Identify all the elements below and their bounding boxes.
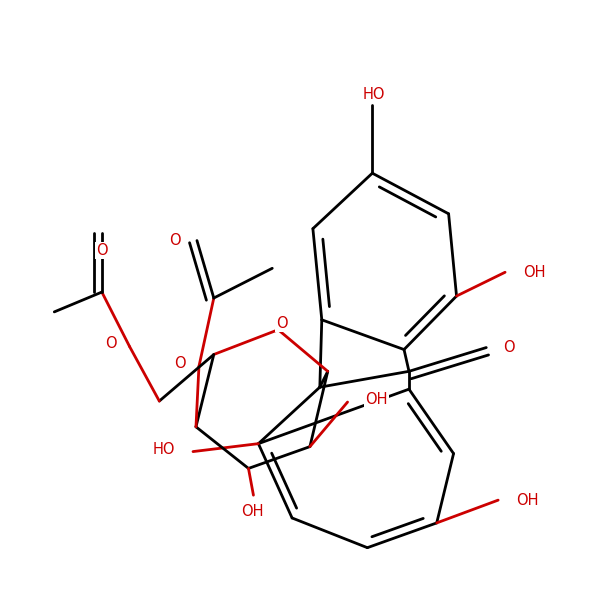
Text: O: O [503, 340, 515, 355]
Text: OH: OH [241, 504, 263, 519]
Text: HO: HO [152, 442, 175, 457]
Text: O: O [105, 336, 116, 351]
Text: HO: HO [362, 87, 385, 102]
Text: O: O [169, 233, 181, 248]
Text: OH: OH [523, 265, 545, 280]
Text: OH: OH [365, 392, 388, 407]
Text: O: O [174, 356, 186, 371]
Text: OH: OH [516, 493, 538, 508]
Text: O: O [96, 244, 107, 259]
Text: O: O [276, 316, 287, 331]
